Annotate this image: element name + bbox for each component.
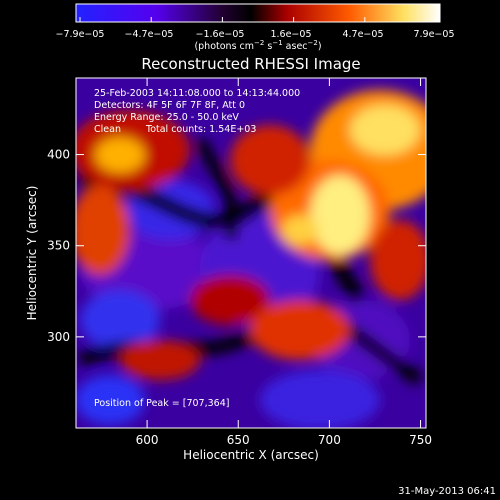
heatmap-image (76, 78, 426, 428)
colorbar: −7.9e−05 −4.7e−05 −1.6e−05 1.6e−05 4.7e−… (56, 3, 455, 52)
colorbar-unit: (photons cm−2 s−1 asec−2) (194, 39, 321, 52)
y-tick-label: 300 (47, 330, 70, 344)
y-axis-label: Heliocentric Y (arcsec) (25, 186, 39, 321)
x-tick-label: 650 (227, 433, 250, 447)
annotation-peak: Position of Peak = [707,364] (94, 398, 229, 409)
annotation-counts: Total counts: 1.54E+03 (145, 124, 256, 135)
y-tick-label: 400 (47, 148, 70, 162)
annotations: 25-Feb-2003 14:11:08.000 to 14:13:44.000… (94, 88, 300, 409)
colorbar-tick-1: −4.7e−05 (125, 29, 174, 40)
x-axis: 600 650 700 750 (136, 78, 432, 447)
x-tick-label: 750 (409, 433, 432, 447)
colorbar-gradient (75, 3, 441, 23)
colorbar-tick-5: 7.9e−05 (413, 29, 454, 40)
chart-title: Reconstructed RHESSI Image (141, 55, 360, 73)
y-axis: 300 350 400 (47, 148, 426, 344)
footer-timestamp: 31-May-2013 06:41 (398, 486, 496, 497)
annotation-detectors: Detectors: 4F 5F 6F 7F 8F, Att 0 (94, 100, 245, 111)
annotation-time: 25-Feb-2003 14:11:08.000 to 14:13:44.000 (94, 88, 300, 99)
colorbar-tick-3: 1.6e−05 (270, 29, 311, 40)
colorbar-tick-4: 4.7e−05 (342, 29, 383, 40)
x-tick-label: 700 (318, 433, 341, 447)
colorbar-tick-2: −1.6e−05 (196, 29, 245, 40)
annotation-clean: Clean (94, 124, 121, 135)
annotation-energy: Energy Range: 25.0 - 50.0 keV (94, 112, 239, 123)
x-tick-label: 600 (136, 433, 159, 447)
y-tick-label: 350 (47, 239, 70, 253)
plot-frame (75, 77, 427, 429)
colorbar-ticks (79, 17, 437, 22)
x-axis-label: Heliocentric X (arcsec) (183, 448, 319, 462)
colorbar-tick-0: −7.9e−05 (56, 29, 105, 40)
